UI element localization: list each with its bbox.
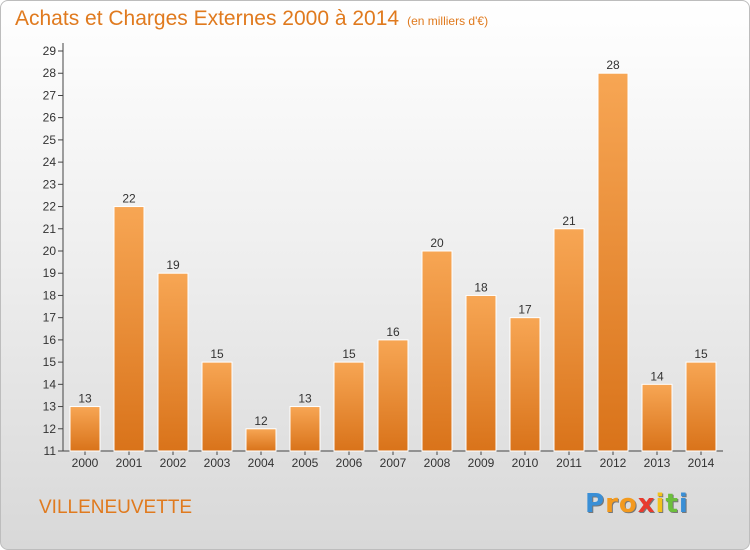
data-label-2010: 17 (518, 303, 532, 317)
data-label-2011: 21 (562, 214, 576, 228)
y-tick-label: 26 (43, 111, 57, 125)
y-tick-label: 21 (43, 222, 57, 236)
y-tick-label: 22 (43, 200, 57, 214)
bar-2008 (421, 250, 453, 452)
logo-letter: o (618, 489, 638, 519)
x-tick-label-2001: 2001 (116, 456, 143, 470)
data-label-2004: 12 (254, 414, 268, 428)
chart-title: Achats et Charges Externes 2000 à 2014 (e… (15, 7, 488, 31)
data-label-2006: 15 (342, 347, 356, 361)
bar-2000 (69, 406, 101, 452)
x-tick-label-2003: 2003 (204, 456, 231, 470)
y-tick-label: 15 (43, 355, 57, 369)
bar-2009 (465, 294, 497, 452)
bar-2002 (157, 272, 189, 452)
x-tick-label-2002: 2002 (160, 456, 187, 470)
x-tick-label-2009: 2009 (468, 456, 495, 470)
bar-2011 (553, 228, 585, 452)
y-tick-label: 20 (43, 244, 57, 258)
data-label-2003: 15 (210, 347, 224, 361)
logo-letter: x (637, 489, 656, 519)
bar-2012 (597, 72, 629, 452)
y-tick-label: 24 (43, 155, 57, 169)
data-label-2008: 20 (430, 236, 444, 250)
y-tick-label: 27 (43, 88, 57, 102)
bar-2010 (509, 317, 541, 452)
x-tick-label-2014: 2014 (688, 456, 715, 470)
y-tick-label: 23 (43, 177, 57, 191)
logo-letter: i (678, 489, 689, 519)
logo-letter: i (655, 489, 666, 519)
data-label-2014: 15 (694, 347, 708, 361)
bar-2014 (685, 361, 717, 452)
bar-2006 (333, 361, 365, 452)
bar-2004 (245, 428, 277, 452)
data-label-2001: 22 (122, 192, 136, 206)
y-tick-label: 11 (44, 444, 57, 458)
data-label-2012: 28 (606, 58, 620, 72)
commune-name: VILLENEUVETTE (39, 497, 193, 518)
y-tick-label: 16 (43, 333, 57, 347)
chart-subtitle: (en milliers d'€) (407, 14, 489, 28)
y-tick-label: 19 (43, 266, 57, 280)
y-tick-label: 25 (43, 133, 57, 147)
y-tick-label: 14 (43, 377, 57, 391)
bar-2005 (289, 406, 321, 452)
data-label-2009: 18 (474, 280, 488, 294)
logo-letter: t (665, 489, 679, 519)
y-tick-label: 12 (43, 422, 57, 436)
y-tick-label: 18 (43, 288, 57, 302)
y-tick-label: 17 (43, 311, 57, 325)
y-tick-label: 28 (43, 66, 57, 80)
bar-2013 (641, 383, 673, 452)
x-tick-label-2013: 2013 (644, 456, 671, 470)
bar-2003 (201, 361, 233, 452)
x-tick-label-2012: 2012 (600, 456, 627, 470)
x-tick-label-2011: 2011 (556, 456, 582, 470)
x-tick-label-2008: 2008 (424, 456, 451, 470)
bar-2007 (377, 339, 409, 452)
y-tick-label: 29 (43, 44, 57, 58)
data-label-2005: 13 (298, 392, 312, 406)
data-label-2000: 13 (78, 392, 92, 406)
bar-2001 (113, 206, 145, 452)
x-tick-label-2004: 2004 (248, 456, 275, 470)
data-label-2013: 14 (650, 369, 664, 383)
logo-letter: P (585, 489, 606, 519)
x-tick-label-2010: 2010 (512, 456, 539, 470)
x-tick-label-2000: 2000 (72, 456, 99, 470)
y-tick-label: 13 (43, 400, 57, 414)
data-label-2007: 16 (386, 325, 400, 339)
x-tick-label-2006: 2006 (336, 456, 363, 470)
data-label-2002: 19 (166, 258, 180, 272)
proxiti-logo: Proxiti (585, 489, 689, 519)
chart-title-text: Achats et Charges Externes 2000 à 2014 (15, 7, 400, 30)
logo-letter: r (605, 489, 619, 519)
x-tick-label-2007: 2007 (380, 456, 407, 470)
x-tick-label-2005: 2005 (292, 456, 319, 470)
